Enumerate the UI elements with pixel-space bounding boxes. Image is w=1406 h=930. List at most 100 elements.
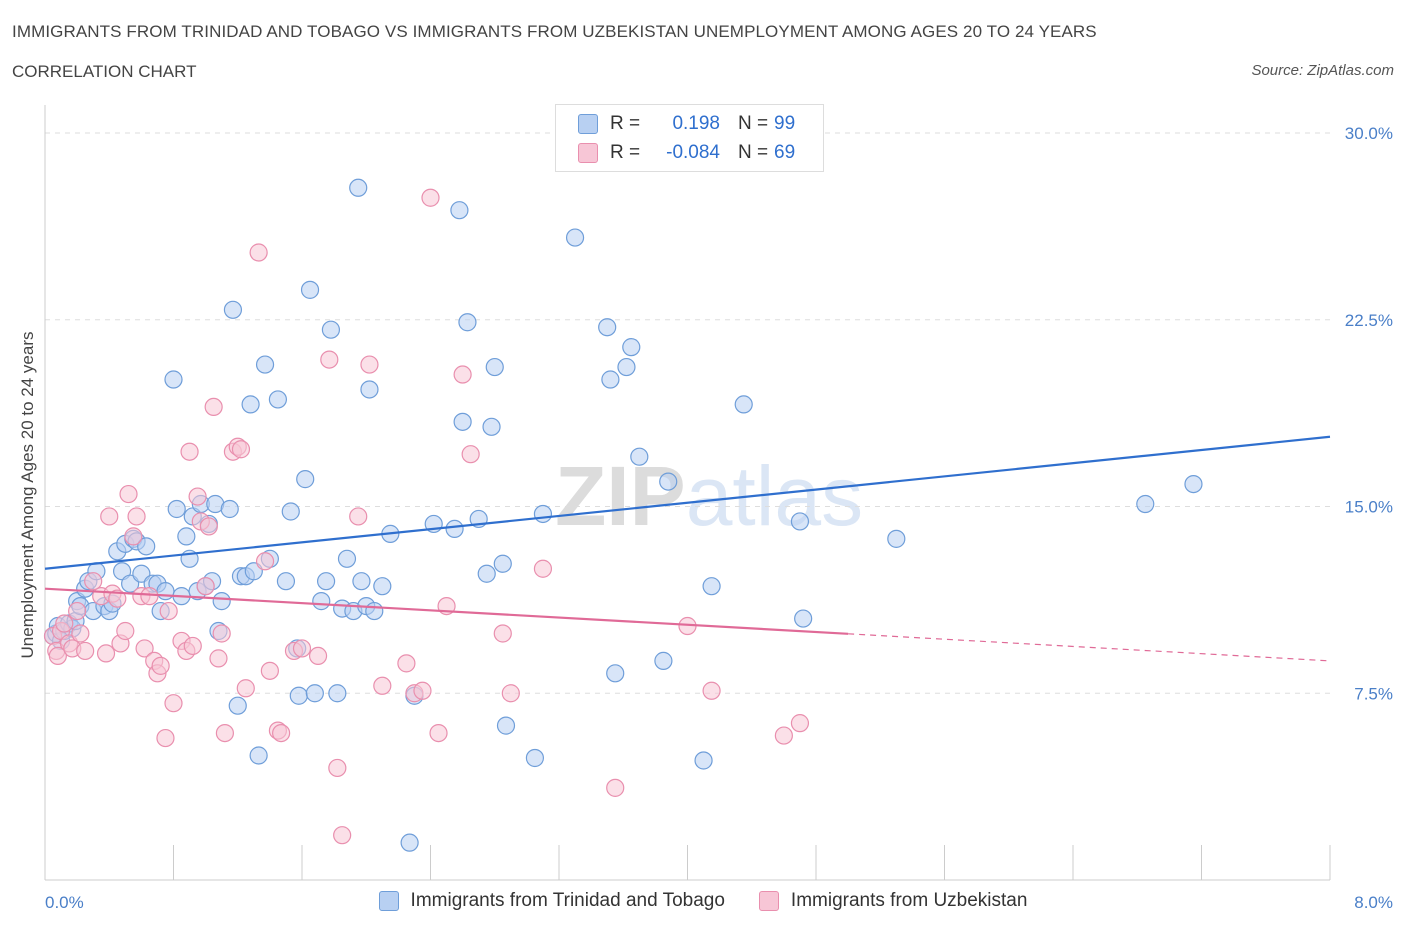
pink-data-point <box>236 679 255 698</box>
pink-data-point <box>100 507 119 526</box>
pink-data-point <box>702 681 721 700</box>
pink-data-point <box>249 243 268 262</box>
series-legend-item-pink: Immigrants from Uzbekistan <box>758 890 1027 912</box>
blue-data-point <box>606 664 625 683</box>
blue-data-point <box>525 748 545 768</box>
blue-data-point <box>365 601 384 621</box>
pink-data-point <box>328 758 347 778</box>
pink-data-point <box>255 552 275 571</box>
pink-data-point <box>397 654 416 673</box>
pink-data-point <box>212 624 231 643</box>
pink-data-point <box>533 559 553 578</box>
blue-data-point <box>601 370 620 389</box>
pink-data-point <box>333 826 352 845</box>
pink-data-point <box>774 726 793 745</box>
chart-subtitle: CORRELATION CHART <box>12 62 197 81</box>
blue-data-point <box>228 696 247 715</box>
blue-data-point <box>654 651 673 670</box>
pink-data-point <box>349 507 368 526</box>
pink-trend-line-extension <box>848 633 1331 662</box>
blue-data-point <box>622 338 641 357</box>
pink-data-point <box>180 442 199 461</box>
blue-data-point <box>167 499 186 519</box>
blue-data-point <box>477 564 496 583</box>
watermark: ZIPatlas <box>555 449 863 543</box>
pink-data-point <box>119 484 138 504</box>
blue-data-point <box>1136 494 1155 514</box>
blue-data-point <box>212 592 231 611</box>
blue-data-point <box>321 320 341 339</box>
chart-title: IMMIGRANTS FROM TRINIDAD AND TOBAGO VS I… <box>12 22 1097 41</box>
pink-data-point <box>360 355 379 374</box>
pink-data-point <box>183 636 202 656</box>
blue-data-point <box>316 572 336 591</box>
stats-legend-row-pink: R = -0.084 N = 69 <box>578 139 795 167</box>
blue-data-point <box>177 527 196 546</box>
y-tick-label: 7.5% <box>1354 684 1393 703</box>
pink-data-point <box>84 572 103 591</box>
pink-data-point <box>159 601 178 621</box>
blue-data-point <box>453 412 472 431</box>
y-tick-label: 22.5% <box>1345 311 1393 330</box>
pink-data-point <box>413 681 432 700</box>
blue-data-point <box>352 572 371 591</box>
pink-data-point <box>188 487 207 506</box>
pink-data-point <box>493 624 512 643</box>
pink-data-point <box>164 694 183 713</box>
pink-data-point <box>76 641 95 661</box>
blue-data-point <box>223 300 243 319</box>
source-note: Source: ZipAtlas.com <box>1251 62 1394 79</box>
legend-swatch-pink <box>578 143 598 163</box>
blue-data-point <box>255 355 275 374</box>
legend-n-label: N = <box>738 113 769 134</box>
legend-n-label: N = <box>738 142 769 163</box>
blue-data-point <box>289 686 308 705</box>
legend-n-value: 69 <box>774 142 796 163</box>
pink-data-point <box>453 365 472 384</box>
series-legend: Immigrants from Trinidad and Tobago Immi… <box>0 890 1406 912</box>
blue-data-point <box>241 395 260 414</box>
legend-r-value: 0.198 <box>672 113 720 134</box>
stats-legend: R = 0.198 N = 99 R = -0.084 N = 69 <box>555 104 824 172</box>
pink-data-point <box>68 601 87 621</box>
blue-data-point <box>482 417 501 436</box>
blue-data-point <box>300 280 320 299</box>
blue-data-point <box>630 447 649 466</box>
pink-data-point <box>461 445 480 464</box>
blue-data-point <box>328 684 347 703</box>
pink-data-point <box>260 661 279 680</box>
pink-data-point <box>135 639 154 658</box>
pink-data-point <box>501 684 520 703</box>
pink-data-point <box>127 507 146 526</box>
blue-data-point <box>887 529 906 548</box>
pink-data-point <box>151 656 170 675</box>
blue-trend-line <box>44 435 1331 570</box>
pink-data-point <box>320 350 339 369</box>
stats-legend-row-blue: R = 0.198 N = 99 <box>578 110 795 138</box>
series-legend-swatch-pink <box>758 891 779 911</box>
series-legend-swatch-blue <box>378 891 399 911</box>
pink-data-point <box>116 621 135 641</box>
blue-data-point <box>296 470 315 489</box>
pink-data-point <box>292 639 312 658</box>
pink-data-point <box>272 723 291 743</box>
blue-data-point <box>137 537 156 556</box>
pink-data-point <box>71 624 90 643</box>
pink-data-point <box>215 723 234 743</box>
pink-data-point <box>606 778 625 797</box>
pink-data-point <box>209 649 228 668</box>
blue-data-point <box>360 380 379 399</box>
legend-r-value: -0.084 <box>666 142 720 163</box>
blue-data-point <box>790 512 810 531</box>
x-tick-label: 8.0% <box>1354 893 1393 912</box>
blue-data-point <box>281 502 300 521</box>
pink-data-point <box>790 714 810 733</box>
pink-data-point <box>124 527 143 546</box>
y-tick-label: 15.0% <box>1345 498 1393 517</box>
pink-data-point <box>96 644 116 663</box>
pink-data-point <box>196 577 215 596</box>
pink-data-point <box>48 646 67 666</box>
blue-data-point <box>305 684 324 703</box>
blue-data-point <box>276 572 296 591</box>
